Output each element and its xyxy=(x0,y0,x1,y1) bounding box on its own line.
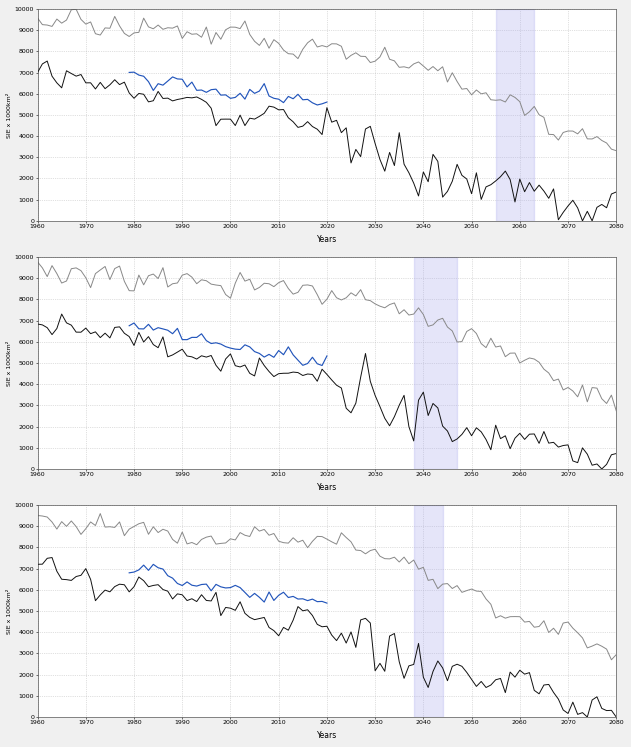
Bar xyxy=(414,505,442,717)
X-axis label: Years: Years xyxy=(317,731,337,740)
Bar xyxy=(414,257,457,469)
Y-axis label: SIE x 1000km²: SIE x 1000km² xyxy=(7,93,12,137)
Bar xyxy=(496,9,534,221)
X-axis label: Years: Years xyxy=(317,235,337,244)
X-axis label: Years: Years xyxy=(317,483,337,492)
Y-axis label: SIE x 1000km²: SIE x 1000km² xyxy=(7,589,12,633)
Y-axis label: SIE x 1000km²: SIE x 1000km² xyxy=(7,341,12,385)
